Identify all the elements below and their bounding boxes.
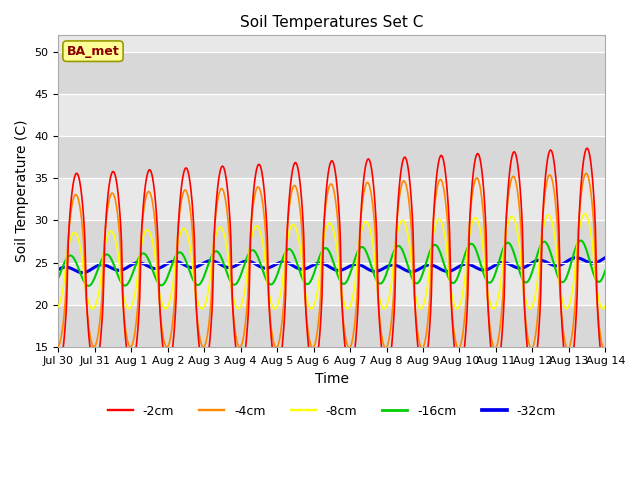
Bar: [58, 179, 605, 220]
Bar: [58, 136, 605, 179]
Y-axis label: Soil Temperature (C): Soil Temperature (C): [15, 120, 29, 262]
Bar: [58, 263, 605, 305]
Bar: [58, 305, 605, 347]
X-axis label: Time: Time: [315, 372, 349, 386]
Bar: [58, 52, 605, 94]
Bar: [58, 94, 605, 136]
Title: Soil Temperatures Set C: Soil Temperatures Set C: [240, 15, 424, 30]
Legend: -2cm, -4cm, -8cm, -16cm, -32cm: -2cm, -4cm, -8cm, -16cm, -32cm: [102, 400, 561, 423]
Bar: [58, 220, 605, 263]
Text: BA_met: BA_met: [67, 45, 119, 58]
